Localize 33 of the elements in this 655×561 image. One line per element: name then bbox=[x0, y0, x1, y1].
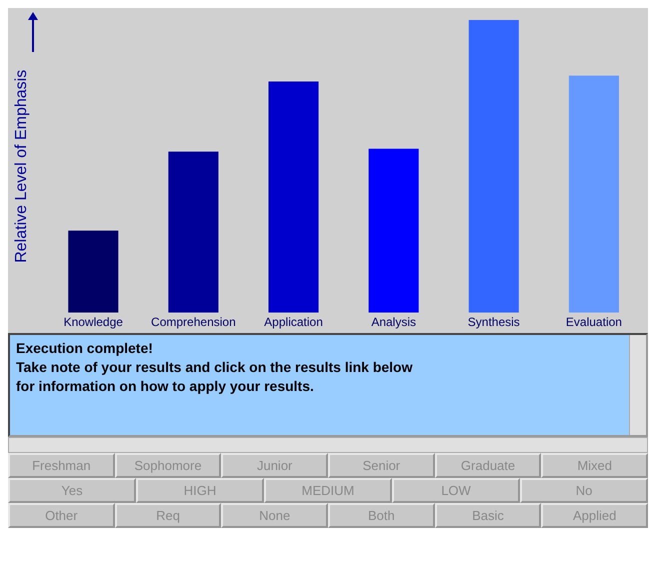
x-tick-label: Application bbox=[264, 315, 323, 330]
text: for information on how to apply your results. bbox=[16, 377, 315, 396]
bar bbox=[568, 76, 619, 313]
text: Req bbox=[114, 503, 222, 528]
text: Mixed bbox=[541, 453, 648, 478]
text: Applied bbox=[541, 503, 648, 528]
text: Senior bbox=[328, 453, 435, 478]
y-axis-title: Relative Level of Emphasis bbox=[13, 70, 30, 263]
x-tick-label: Evaluation bbox=[566, 315, 622, 330]
text: MEDIUM bbox=[264, 478, 392, 503]
text: Junior bbox=[221, 453, 328, 478]
text: Both bbox=[328, 503, 435, 528]
bar bbox=[68, 230, 118, 313]
x-tick-label: Comprehension bbox=[151, 315, 236, 330]
text: Sophomore bbox=[114, 453, 222, 478]
x-tick-label: Analysis bbox=[371, 315, 416, 330]
text: LOW bbox=[392, 478, 520, 503]
text: Basic bbox=[434, 503, 542, 528]
text: None bbox=[221, 503, 328, 528]
text: Execution complete! bbox=[16, 339, 154, 358]
x-tick-label: Knowledge bbox=[64, 315, 124, 330]
text: Take note of your results and click on the results link below bbox=[16, 358, 414, 377]
text: No bbox=[520, 478, 648, 503]
bar bbox=[268, 81, 319, 313]
x-tick-label: Synthesis bbox=[468, 315, 520, 330]
text: Yes bbox=[8, 478, 136, 503]
bar bbox=[168, 152, 218, 313]
text: Graduate bbox=[434, 453, 542, 478]
text: HIGH bbox=[136, 478, 264, 503]
text: Other bbox=[8, 503, 115, 528]
bar bbox=[368, 148, 419, 313]
text: Freshman bbox=[8, 453, 115, 478]
bar bbox=[468, 20, 519, 313]
